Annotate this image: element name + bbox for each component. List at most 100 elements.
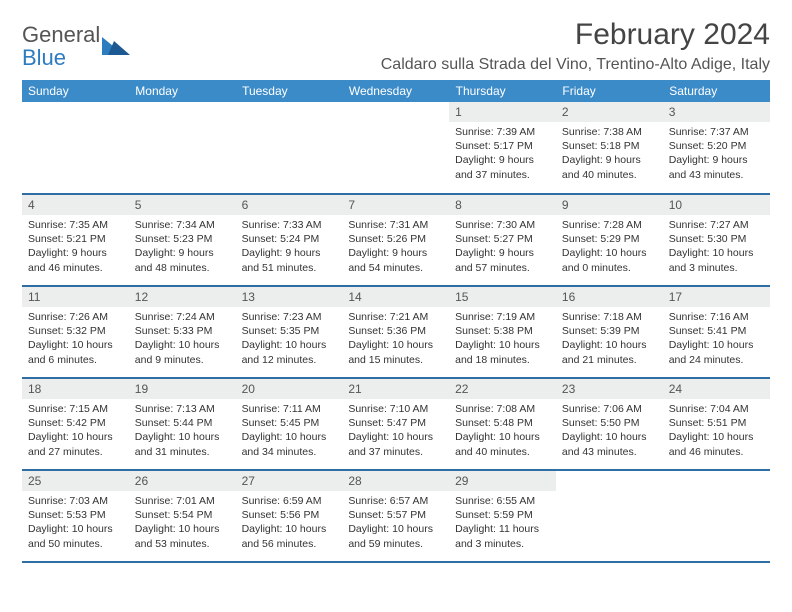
- calendar-cell: 21Sunrise: 7:10 AMSunset: 5:47 PMDayligh…: [342, 378, 449, 470]
- calendar-cell: 20Sunrise: 7:11 AMSunset: 5:45 PMDayligh…: [236, 378, 343, 470]
- day-body: Sunrise: 7:21 AMSunset: 5:36 PMDaylight:…: [342, 307, 449, 373]
- day-body: Sunrise: 7:10 AMSunset: 5:47 PMDaylight:…: [342, 399, 449, 465]
- day-header: Thursday: [449, 80, 556, 102]
- day-number: 4: [22, 195, 129, 215]
- calendar-cell: 8Sunrise: 7:30 AMSunset: 5:27 PMDaylight…: [449, 194, 556, 286]
- day-body: Sunrise: 7:16 AMSunset: 5:41 PMDaylight:…: [663, 307, 770, 373]
- day-number: 21: [342, 379, 449, 399]
- day-number: 5: [129, 195, 236, 215]
- day-body: Sunrise: 7:19 AMSunset: 5:38 PMDaylight:…: [449, 307, 556, 373]
- calendar-week: 11Sunrise: 7:26 AMSunset: 5:32 PMDayligh…: [22, 286, 770, 378]
- day-number: 13: [236, 287, 343, 307]
- day-header: Wednesday: [342, 80, 449, 102]
- day-number: 14: [342, 287, 449, 307]
- day-body: Sunrise: 6:55 AMSunset: 5:59 PMDaylight:…: [449, 491, 556, 557]
- calendar-cell: [556, 470, 663, 562]
- day-number: 10: [663, 195, 770, 215]
- day-number: 8: [449, 195, 556, 215]
- day-number: 24: [663, 379, 770, 399]
- calendar-cell: 10Sunrise: 7:27 AMSunset: 5:30 PMDayligh…: [663, 194, 770, 286]
- day-number: 7: [342, 195, 449, 215]
- day-body: Sunrise: 7:27 AMSunset: 5:30 PMDaylight:…: [663, 215, 770, 281]
- day-number: 17: [663, 287, 770, 307]
- day-number: 18: [22, 379, 129, 399]
- calendar-cell: 29Sunrise: 6:55 AMSunset: 5:59 PMDayligh…: [449, 470, 556, 562]
- day-number: 16: [556, 287, 663, 307]
- day-body: Sunrise: 7:24 AMSunset: 5:33 PMDaylight:…: [129, 307, 236, 373]
- day-body: Sunrise: 7:28 AMSunset: 5:29 PMDaylight:…: [556, 215, 663, 281]
- day-number: 26: [129, 471, 236, 491]
- logo-blue: Blue: [22, 45, 66, 70]
- day-body: Sunrise: 7:04 AMSunset: 5:51 PMDaylight:…: [663, 399, 770, 465]
- calendar-table: SundayMondayTuesdayWednesdayThursdayFrid…: [22, 80, 770, 563]
- day-body: Sunrise: 7:15 AMSunset: 5:42 PMDaylight:…: [22, 399, 129, 465]
- calendar-week: 18Sunrise: 7:15 AMSunset: 5:42 PMDayligh…: [22, 378, 770, 470]
- calendar-cell: 17Sunrise: 7:16 AMSunset: 5:41 PMDayligh…: [663, 286, 770, 378]
- calendar-cell: 1Sunrise: 7:39 AMSunset: 5:17 PMDaylight…: [449, 102, 556, 194]
- day-number: 27: [236, 471, 343, 491]
- day-number: 20: [236, 379, 343, 399]
- day-header: Friday: [556, 80, 663, 102]
- day-header: Tuesday: [236, 80, 343, 102]
- day-body: Sunrise: 7:38 AMSunset: 5:18 PMDaylight:…: [556, 122, 663, 188]
- calendar-cell: 6Sunrise: 7:33 AMSunset: 5:24 PMDaylight…: [236, 194, 343, 286]
- day-header-row: SundayMondayTuesdayWednesdayThursdayFrid…: [22, 80, 770, 102]
- location: Caldaro sulla Strada del Vino, Trentino-…: [381, 56, 770, 74]
- day-body: Sunrise: 7:37 AMSunset: 5:20 PMDaylight:…: [663, 122, 770, 188]
- day-body: Sunrise: 7:11 AMSunset: 5:45 PMDaylight:…: [236, 399, 343, 465]
- day-body: Sunrise: 6:59 AMSunset: 5:56 PMDaylight:…: [236, 491, 343, 557]
- day-body: Sunrise: 7:18 AMSunset: 5:39 PMDaylight:…: [556, 307, 663, 373]
- day-number: 9: [556, 195, 663, 215]
- calendar-cell: 9Sunrise: 7:28 AMSunset: 5:29 PMDaylight…: [556, 194, 663, 286]
- day-body: Sunrise: 7:30 AMSunset: 5:27 PMDaylight:…: [449, 215, 556, 281]
- day-number: 25: [22, 471, 129, 491]
- day-body: Sunrise: 7:35 AMSunset: 5:21 PMDaylight:…: [22, 215, 129, 281]
- logo: General Blue: [22, 18, 132, 70]
- day-number: 28: [342, 471, 449, 491]
- day-body: Sunrise: 6:57 AMSunset: 5:57 PMDaylight:…: [342, 491, 449, 557]
- day-number: 29: [449, 471, 556, 491]
- calendar-cell: 12Sunrise: 7:24 AMSunset: 5:33 PMDayligh…: [129, 286, 236, 378]
- calendar-cell: [342, 102, 449, 194]
- calendar-cell: 11Sunrise: 7:26 AMSunset: 5:32 PMDayligh…: [22, 286, 129, 378]
- day-number: 12: [129, 287, 236, 307]
- calendar-cell: 27Sunrise: 6:59 AMSunset: 5:56 PMDayligh…: [236, 470, 343, 562]
- calendar-week: 25Sunrise: 7:03 AMSunset: 5:53 PMDayligh…: [22, 470, 770, 562]
- calendar-week: 1Sunrise: 7:39 AMSunset: 5:17 PMDaylight…: [22, 102, 770, 194]
- day-number: 22: [449, 379, 556, 399]
- calendar-cell: 13Sunrise: 7:23 AMSunset: 5:35 PMDayligh…: [236, 286, 343, 378]
- day-header: Sunday: [22, 80, 129, 102]
- day-body: Sunrise: 7:31 AMSunset: 5:26 PMDaylight:…: [342, 215, 449, 281]
- calendar-cell: 16Sunrise: 7:18 AMSunset: 5:39 PMDayligh…: [556, 286, 663, 378]
- calendar-cell: 23Sunrise: 7:06 AMSunset: 5:50 PMDayligh…: [556, 378, 663, 470]
- header: General Blue February 2024 Caldaro sulla…: [22, 18, 770, 74]
- logo-triangle-icon: [102, 35, 132, 59]
- calendar-cell: 19Sunrise: 7:13 AMSunset: 5:44 PMDayligh…: [129, 378, 236, 470]
- day-number: 11: [22, 287, 129, 307]
- calendar-cell: [236, 102, 343, 194]
- day-number: 6: [236, 195, 343, 215]
- month-title: February 2024: [381, 18, 770, 52]
- calendar-cell: 18Sunrise: 7:15 AMSunset: 5:42 PMDayligh…: [22, 378, 129, 470]
- day-body: Sunrise: 7:01 AMSunset: 5:54 PMDaylight:…: [129, 491, 236, 557]
- day-body: Sunrise: 7:33 AMSunset: 5:24 PMDaylight:…: [236, 215, 343, 281]
- calendar-cell: [663, 470, 770, 562]
- calendar-cell: [22, 102, 129, 194]
- day-header: Saturday: [663, 80, 770, 102]
- calendar-week: 4Sunrise: 7:35 AMSunset: 5:21 PMDaylight…: [22, 194, 770, 286]
- day-header: Monday: [129, 80, 236, 102]
- day-number: 1: [449, 102, 556, 122]
- day-body: Sunrise: 7:39 AMSunset: 5:17 PMDaylight:…: [449, 122, 556, 188]
- calendar-cell: 15Sunrise: 7:19 AMSunset: 5:38 PMDayligh…: [449, 286, 556, 378]
- calendar-cell: 5Sunrise: 7:34 AMSunset: 5:23 PMDaylight…: [129, 194, 236, 286]
- day-number: 2: [556, 102, 663, 122]
- calendar-cell: 4Sunrise: 7:35 AMSunset: 5:21 PMDaylight…: [22, 194, 129, 286]
- logo-general: General: [22, 22, 100, 47]
- day-body: Sunrise: 7:23 AMSunset: 5:35 PMDaylight:…: [236, 307, 343, 373]
- calendar-cell: 24Sunrise: 7:04 AMSunset: 5:51 PMDayligh…: [663, 378, 770, 470]
- calendar-cell: [129, 102, 236, 194]
- calendar-cell: 2Sunrise: 7:38 AMSunset: 5:18 PMDaylight…: [556, 102, 663, 194]
- calendar-cell: 7Sunrise: 7:31 AMSunset: 5:26 PMDaylight…: [342, 194, 449, 286]
- day-body: Sunrise: 7:08 AMSunset: 5:48 PMDaylight:…: [449, 399, 556, 465]
- calendar-cell: 22Sunrise: 7:08 AMSunset: 5:48 PMDayligh…: [449, 378, 556, 470]
